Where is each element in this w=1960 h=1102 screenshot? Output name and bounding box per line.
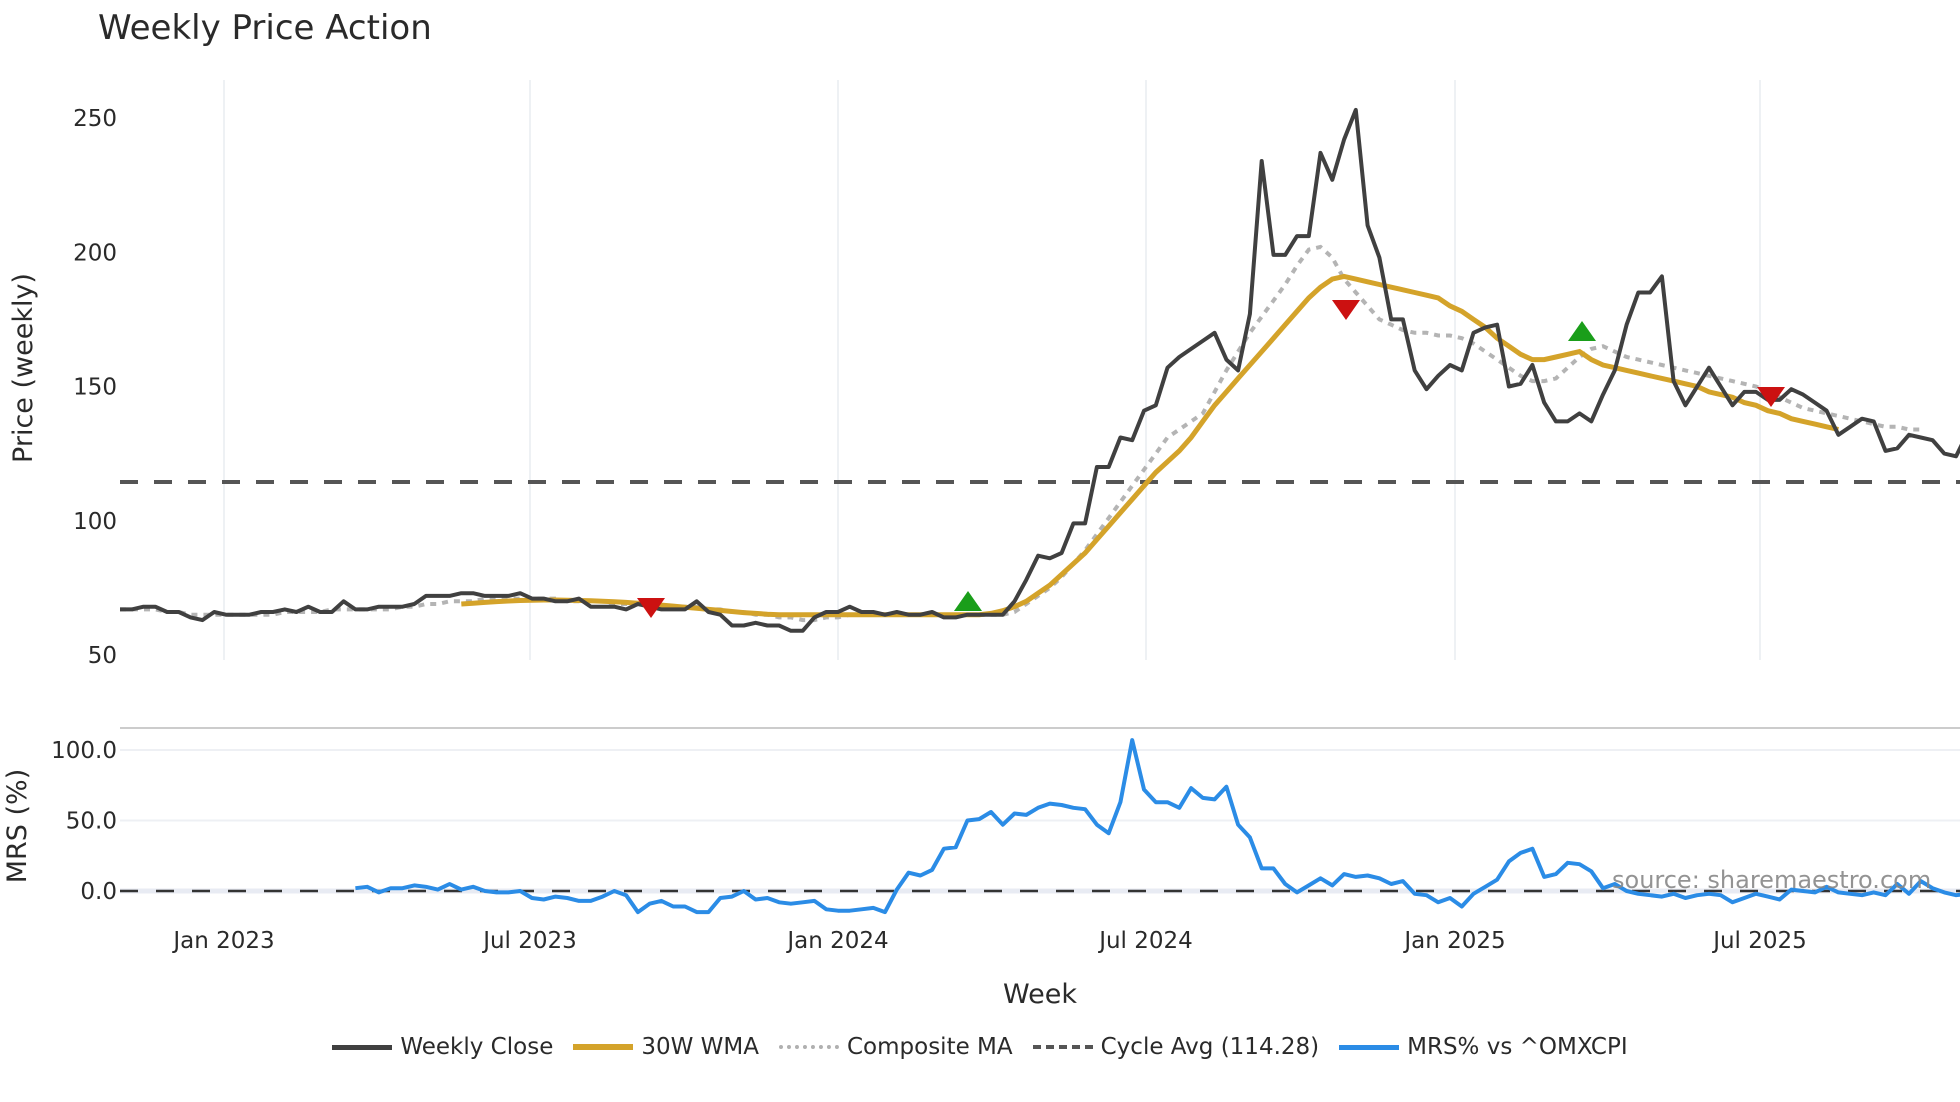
x-axis-label: Week [1003,979,1077,1010]
legend-item-weekly-close[interactable]: Weekly Close [332,1034,553,1060]
cycle-avg-swatch-icon [1032,1045,1093,1049]
price-y-tick-label: 200 [73,240,117,266]
legend-label: 30W WMA [641,1034,759,1060]
legend-label: MRS% vs ^OMXCPI [1407,1034,1628,1060]
mrs-swatch-icon [1339,1044,1400,1050]
legend-item-cycle-avg[interactable]: Cycle Avg (114.28) [1032,1034,1320,1060]
legend-label: Weekly Close [400,1034,554,1060]
sell-signal-icon [637,598,665,618]
price-y-axis-label: Price (weekly) [8,273,39,463]
sell-signal-icon [1332,300,1360,320]
composite-ma-swatch-icon [778,1045,839,1049]
buy-signal-icon [954,591,982,611]
x-tick-label: Jul 2025 [1711,928,1807,954]
x-ticks: Jan 2023 Jul 2023 Jan 2024 Jul 2024 Jan 2025… [171,928,1806,954]
mrs-y-tick-label: 0.0 [80,879,117,905]
price-y-tick-label: 50 [88,643,117,669]
x-tick-label: Jan 2023 [171,928,274,954]
mrs-y-tick-label: 100.0 [51,738,117,764]
mrs-y-tick-label: 50.0 [66,809,117,835]
x-tick-label: Jan 2025 [1402,928,1505,954]
legend-label: Cycle Avg (114.28) [1100,1034,1320,1060]
x-tick-label: Jan 2024 [785,928,888,954]
legend-item-composite-ma[interactable]: Composite MA [778,1034,1013,1060]
signal-markers [637,300,1785,618]
buy-signal-icon [1568,321,1596,341]
source-note: source: sharemaestro.com [1612,866,1932,894]
x-tick-label: Jul 2024 [1097,928,1193,954]
weekly-close-line [120,107,1960,633]
mrs-y-axis-label: MRS (%) [2,769,33,884]
x-tick-label: Jul 2023 [481,928,577,954]
mrs-y-ticks: 100.0 50.0 0.0 [51,738,117,905]
wma-swatch-icon [573,1044,634,1050]
price-y-tick-label: 250 [73,106,117,132]
price-y-tick-label: 100 [73,509,117,535]
weekly-close-swatch-icon [332,1044,393,1050]
wma-30w-line [461,273,1839,618]
legend-item-mrs[interactable]: MRS% vs ^OMXCPI [1339,1034,1628,1060]
sell-signal-icon [1757,387,1785,407]
legend-item-30w-wma[interactable]: 30W WMA [573,1034,759,1060]
price-y-ticks: 250 200 150 100 50 [73,106,117,669]
legend-label: Composite MA [846,1034,1013,1060]
composite-ma-line [120,244,1921,623]
chart-title: Weekly Price Action [98,8,432,48]
price-y-tick-label: 150 [73,375,117,401]
mrs-line [355,738,1960,915]
price-grid [223,80,1761,660]
legend: Weekly Close 30W WMA Composite MA Cycle … [0,1034,1960,1060]
mrs-grid [120,749,1960,894]
